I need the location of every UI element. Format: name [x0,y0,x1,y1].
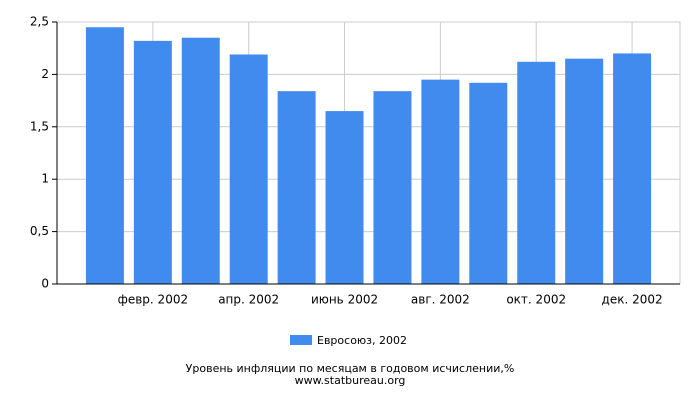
chart-title: Уровень инфляции по месяцам в годовом ис… [186,362,515,375]
y-tick-label: 1 [41,172,49,186]
bar [325,111,364,284]
bar [229,54,268,284]
bar [517,61,556,284]
legend-label: Евросоюз, 2002 [317,334,407,347]
bar [133,40,172,284]
y-tick-label: 2 [41,67,49,81]
x-tick-label: июнь 2002 [311,293,378,307]
bar [469,82,508,284]
bar [277,91,316,284]
y-tick-label: 2,5 [30,15,49,29]
x-tick-label: февр. 2002 [118,293,189,307]
bar [373,91,412,284]
bar [181,37,220,284]
x-tick-label: дек. 2002 [602,293,663,307]
legend-swatch [290,335,312,345]
x-tick-label: окт. 2002 [506,293,566,307]
y-tick-label: 0,5 [30,224,49,238]
bar [85,27,124,285]
bar [565,58,604,285]
x-tick-label: авг. 2002 [411,293,470,307]
x-tick-label: апр. 2002 [218,293,279,307]
bar [613,53,652,284]
bar [421,79,460,284]
chart-subtitle: www.statbureau.org [295,374,406,387]
y-tick-label: 0 [41,277,49,291]
y-tick-label: 1,5 [30,119,49,133]
